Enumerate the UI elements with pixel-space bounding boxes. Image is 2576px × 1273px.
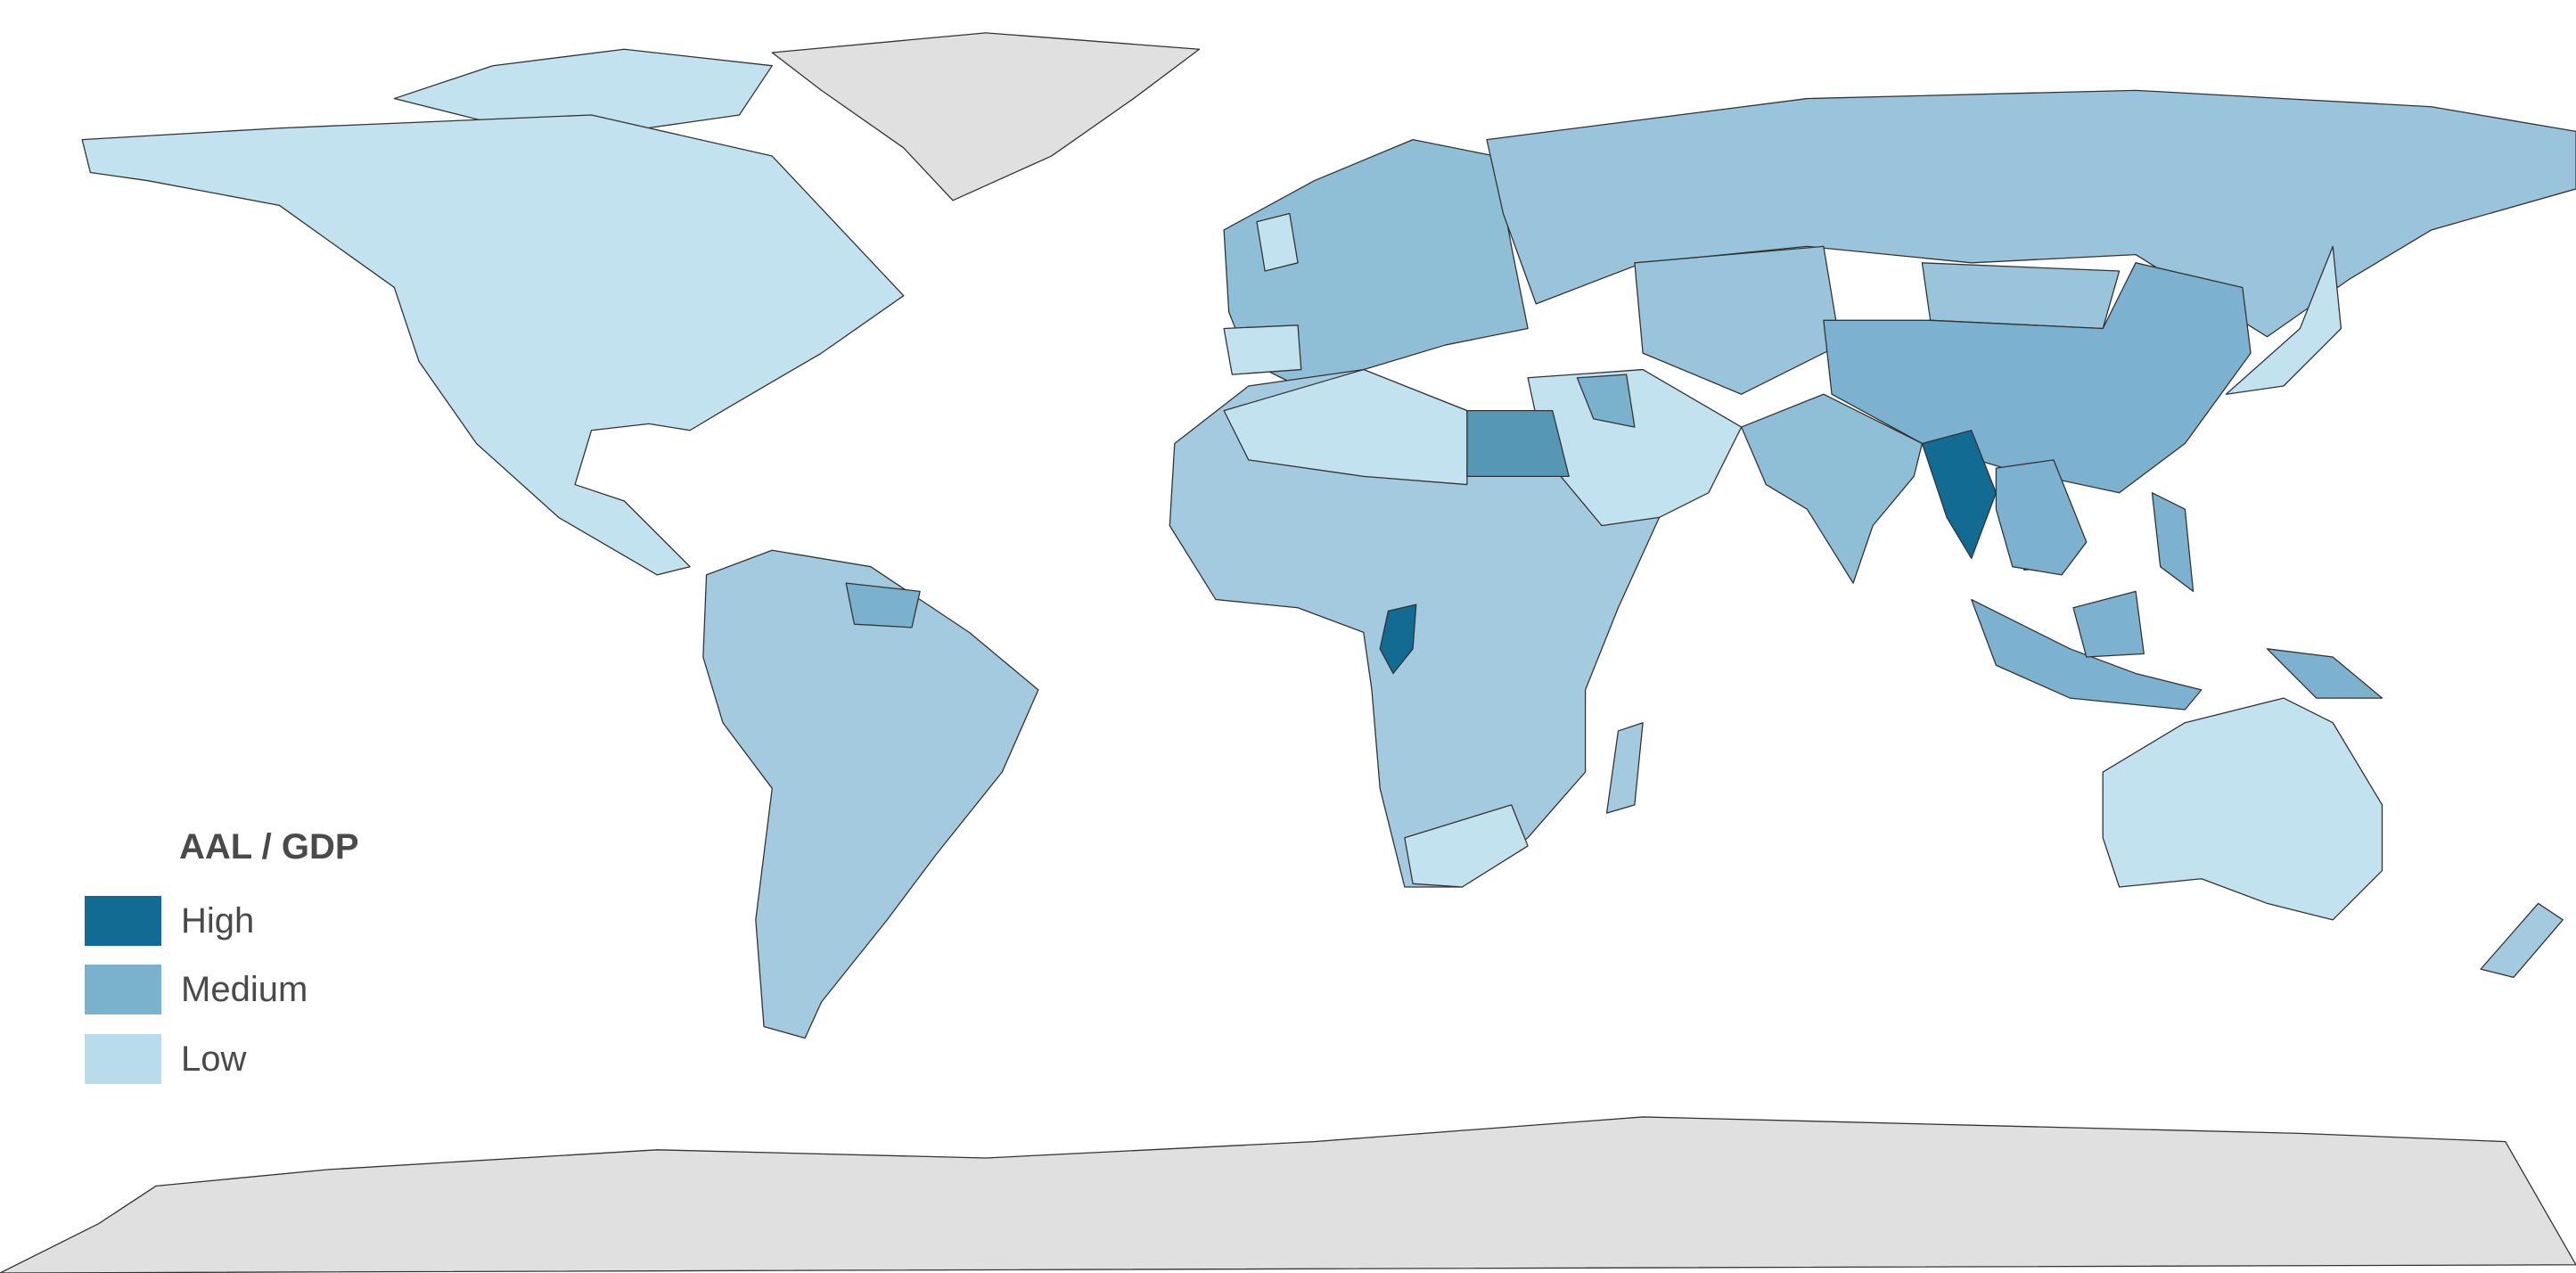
china[interactable] [1823,262,2252,494]
north-africa[interactable] [1223,368,1468,486]
mongolia[interactable] [1921,262,2121,330]
antarctica[interactable] [0,1116,2576,1273]
legend-item-medium: Medium [85,964,308,1015]
south-africa[interactable] [1404,804,1529,888]
legend-item-low: Low [85,1033,246,1085]
uk[interactable] [1256,212,1299,272]
new-guinea[interactable] [2266,648,2383,699]
southeast-asia[interactable] [1995,459,2088,576]
greenland[interactable] [771,32,1201,201]
legend-swatch-high [85,896,161,946]
congo[interactable] [1379,604,1417,675]
india[interactable] [1741,393,1924,584]
legend-label: High [181,900,255,940]
iberia[interactable] [1223,324,1302,375]
madagascar[interactable] [1605,722,1644,814]
myanmar[interactable] [1921,430,1998,560]
egypt[interactable] [1466,410,1570,477]
iraq[interactable] [1576,374,1636,428]
new-zealand[interactable] [2480,902,2564,978]
philippines[interactable] [2151,492,2195,592]
indonesia[interactable] [1971,598,2203,710]
legend-item-high: High [85,895,254,947]
borneo[interactable] [2072,590,2145,658]
legend-swatch-medium [85,965,161,1014]
central-asia[interactable] [1634,245,1841,395]
north-america[interactable] [81,114,905,576]
japan[interactable] [2225,245,2342,395]
guianas[interactable] [845,582,921,628]
legend-title: AAL / GDP [179,827,359,866]
legend-label: Low [181,1039,247,1079]
australia[interactable] [2102,697,2383,921]
legend-swatch-low [85,1034,161,1084]
south-america[interactable] [702,549,1039,1039]
legend-label: Medium [181,969,308,1009]
